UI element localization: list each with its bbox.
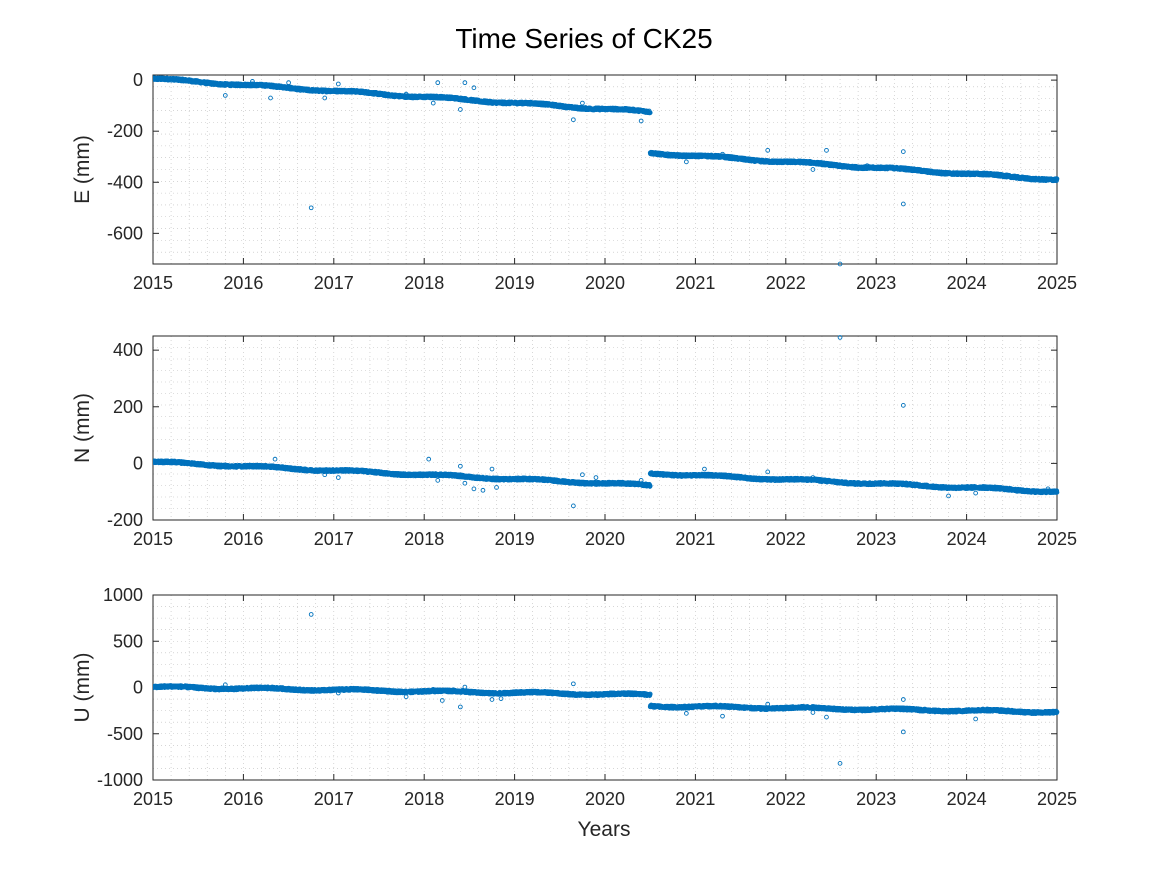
outlier-point bbox=[811, 168, 815, 172]
x-tick-label: 2015 bbox=[133, 273, 173, 293]
outlier-point bbox=[825, 148, 829, 152]
x-tick-label: 2023 bbox=[856, 273, 896, 293]
outlier-point bbox=[901, 150, 905, 154]
outlier-point bbox=[901, 202, 905, 206]
outlier-point bbox=[269, 96, 273, 100]
x-tick-label: 2016 bbox=[223, 529, 263, 549]
outlier-point bbox=[684, 160, 688, 164]
outlier-point bbox=[472, 86, 476, 90]
outlier-point bbox=[287, 81, 291, 85]
outlier-point bbox=[571, 118, 575, 122]
data-series bbox=[151, 336, 1059, 508]
y-axis-label: E (mm) bbox=[71, 135, 94, 204]
x-tick-label: 2020 bbox=[585, 273, 625, 293]
x-tick-label: 2020 bbox=[585, 529, 625, 549]
x-tick-label: 2023 bbox=[856, 529, 896, 549]
chart-title: Time Series of CK25 bbox=[455, 23, 712, 54]
panel-e: 2015 2016 2017 2018 2019 2020 2021 2022 2023 2024… bbox=[71, 70, 1077, 293]
data-series bbox=[151, 76, 1059, 266]
panel-n: 2015 2016 2017 2018 2019 2020 2021 2022 2023 2024… bbox=[71, 336, 1077, 549]
y-tick-label: -200 bbox=[107, 121, 143, 141]
outlier-point bbox=[323, 96, 327, 100]
outlier-point bbox=[436, 81, 440, 85]
outlier-point bbox=[458, 108, 462, 112]
outlier-point bbox=[336, 82, 340, 86]
x-tick-label: 2022 bbox=[766, 273, 806, 293]
outlier-point bbox=[463, 81, 467, 85]
x-tick-label: 2019 bbox=[495, 529, 535, 549]
x-tick-label: 2017 bbox=[314, 273, 354, 293]
y-tick-label: -200 bbox=[107, 510, 143, 530]
x-tick-label: 2019 bbox=[495, 273, 535, 293]
x-tick-label: 2022 bbox=[766, 529, 806, 549]
x-tick-label: 2017 bbox=[314, 529, 354, 549]
y-tick-label: 0 bbox=[133, 70, 143, 90]
outlier-point bbox=[431, 101, 435, 105]
x-tick-label: 2016 bbox=[223, 273, 263, 293]
y-tick-label: 200 bbox=[113, 397, 143, 417]
y-tick-label: -600 bbox=[107, 223, 143, 243]
x-tick-label: 2018 bbox=[404, 529, 444, 549]
x-tick-label: 2024 bbox=[947, 273, 987, 293]
y-tick-label: 0 bbox=[133, 453, 143, 473]
y-tick-label: 400 bbox=[113, 340, 143, 360]
x-tick-label: 2021 bbox=[675, 273, 715, 293]
x-tick-label: 2021 bbox=[675, 529, 715, 549]
x-tick-label: 2018 bbox=[404, 273, 444, 293]
x-tick-label: 2015 bbox=[133, 529, 173, 549]
y-axis-label: N (mm) bbox=[71, 393, 94, 463]
outlier-point bbox=[581, 101, 585, 105]
y-tick-label: -400 bbox=[107, 172, 143, 192]
x-tick-label: 2025 bbox=[1037, 273, 1077, 293]
outlier-point bbox=[309, 206, 313, 210]
x-tick-label: 2025 bbox=[1037, 529, 1077, 549]
x-tick-label: 2024 bbox=[947, 529, 987, 549]
